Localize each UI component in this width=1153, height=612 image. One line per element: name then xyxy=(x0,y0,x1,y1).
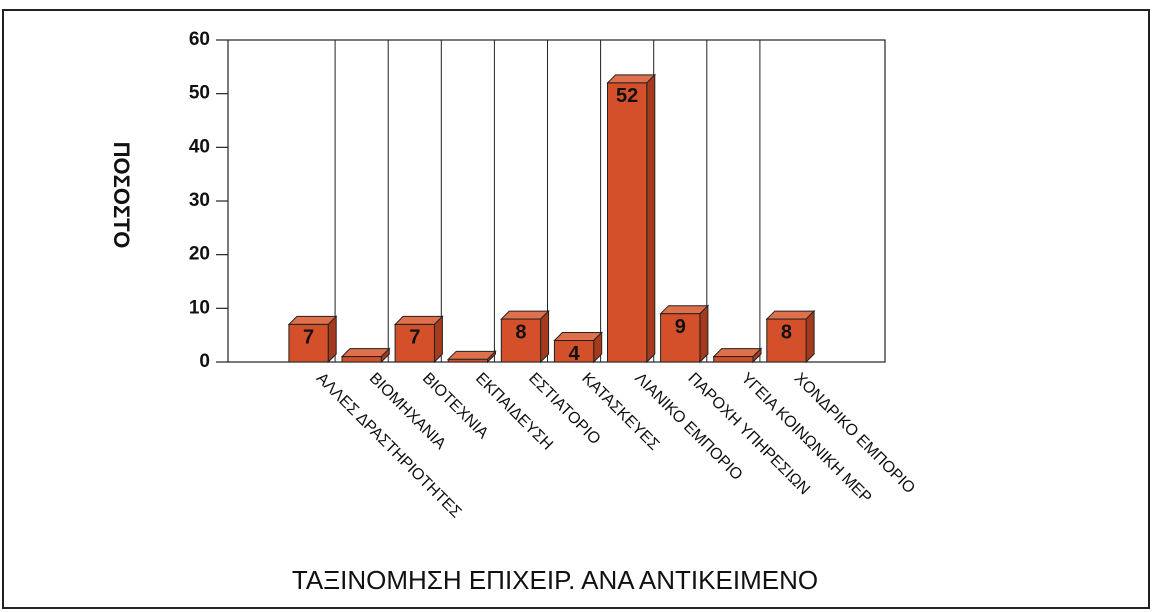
bar xyxy=(341,356,382,363)
bar xyxy=(500,318,542,363)
y-tick-label: 40 xyxy=(189,136,210,157)
y-tick-label: 20 xyxy=(189,244,210,265)
value-label: 52 xyxy=(616,85,638,107)
bar-side xyxy=(540,309,550,364)
value-label: 8 xyxy=(781,321,792,343)
y-tick-label: 0 xyxy=(199,351,210,372)
bar xyxy=(766,318,807,363)
y-axis-label: ΠΟΣΟΣΤΟ xyxy=(109,142,134,249)
bar xyxy=(288,323,329,363)
frame xyxy=(2,9,1150,609)
value-label: 7 xyxy=(303,327,314,349)
bar-side xyxy=(646,73,656,364)
bar xyxy=(607,82,648,363)
value-label: 4 xyxy=(568,343,580,365)
bar-side xyxy=(327,315,337,364)
bar-side xyxy=(805,309,815,364)
y-tick-label: 10 xyxy=(189,297,210,318)
value-label: 9 xyxy=(675,316,686,338)
bar-side xyxy=(433,315,443,364)
value-label: 8 xyxy=(515,321,526,343)
y-tick-label: 50 xyxy=(189,83,210,104)
y-tick-label: 30 xyxy=(189,190,210,211)
bar xyxy=(447,358,488,363)
bar xyxy=(713,356,754,363)
y-tick-label: 60 xyxy=(189,29,210,50)
value-label: 7 xyxy=(409,327,420,349)
bar-side xyxy=(699,304,709,364)
bar xyxy=(394,323,435,363)
plot-area xyxy=(227,39,886,363)
bar xyxy=(660,313,701,363)
chart-title: ΤΑΞΙΝΟΜΗΣΗ ΕΠΙΧΕΙΡ. ΑΝΑ ΑΝΤΙΚΕΙΜΕΝΟ xyxy=(292,565,818,595)
bar xyxy=(553,340,595,363)
